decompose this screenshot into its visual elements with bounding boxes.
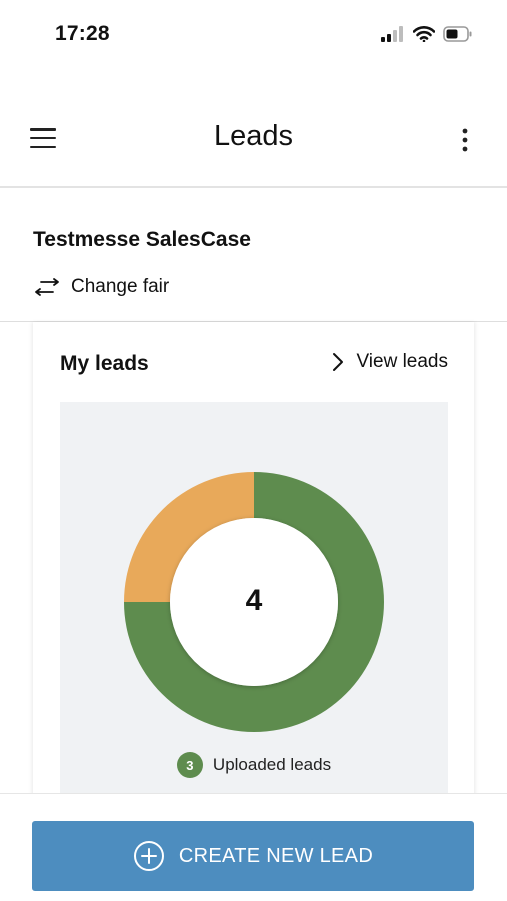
chart-legend: 3 Uploaded leads — [60, 752, 448, 778]
donut-center — [170, 518, 338, 686]
donut-slice-0 — [124, 472, 384, 732]
status-bar: 17:28 — [0, 0, 507, 70]
cellular-signal-icon — [381, 26, 403, 42]
swap-arrows-icon — [35, 278, 59, 296]
more-vertical-icon[interactable] — [453, 126, 477, 154]
change-fair-button[interactable]: Change fair — [33, 274, 169, 300]
leads-chart-panel: 4 3 Uploaded leads — [60, 402, 448, 802]
fair-name: Testmesse SalesCase — [33, 228, 251, 251]
my-leads-card: My leads View leads 4 3 Uploaded leads — [33, 322, 474, 802]
wifi-icon — [413, 26, 435, 42]
donut-slice-1 — [124, 472, 254, 602]
chevron-right-icon — [333, 353, 344, 371]
legend-label: Uploaded leads — [212, 755, 332, 774]
legend-count-badge: 3 — [176, 752, 203, 778]
donut-center-value: 4 — [245, 584, 263, 617]
change-fair-label: Change fair — [71, 276, 170, 297]
plus-circle-icon — [133, 841, 164, 871]
bottom-action-bar: CREATE NEW LEAD — [0, 793, 507, 901]
status-icons — [381, 23, 473, 45]
create-new-lead-label: CREATE NEW LEAD — [178, 844, 374, 867]
my-leads-title: My leads — [60, 352, 149, 375]
leads-donut-chart — [124, 472, 384, 732]
page-title: Leads — [213, 120, 293, 152]
battery-icon — [443, 26, 472, 42]
fair-section: Testmesse SalesCase Change fair — [0, 188, 507, 322]
create-new-lead-button[interactable]: CREATE NEW LEAD — [32, 821, 474, 891]
hamburger-menu-icon[interactable] — [30, 126, 56, 150]
view-leads-label: View leads — [356, 351, 448, 372]
app-bar: Leads — [0, 96, 507, 188]
status-time: 17:28 — [55, 22, 110, 45]
view-leads-button[interactable]: View leads — [332, 351, 448, 373]
